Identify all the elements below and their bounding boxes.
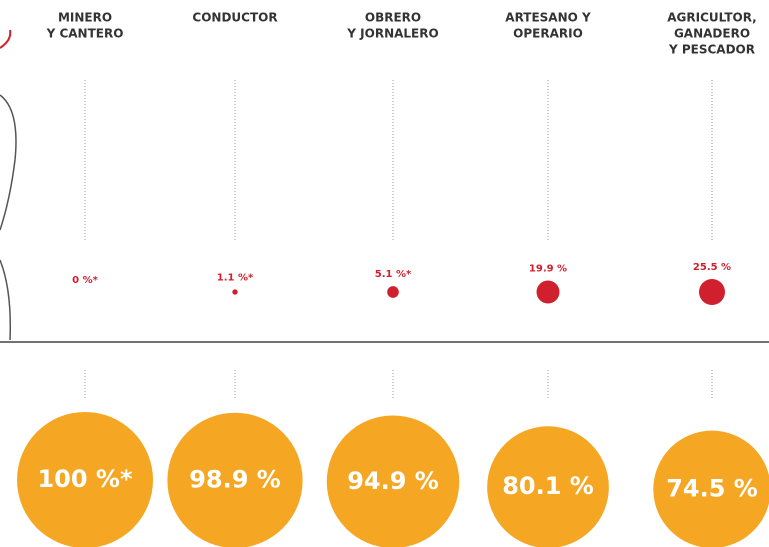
category-label: OBRERO bbox=[365, 11, 421, 25]
value-label: 100 %* bbox=[37, 465, 133, 493]
category-label: GANADERO bbox=[674, 27, 750, 41]
value-label: 25.5 % bbox=[693, 262, 731, 273]
figure-accent bbox=[0, 29, 12, 49]
bubble-large bbox=[487, 426, 609, 547]
figure-outline bbox=[0, 94, 17, 341]
bubble-small bbox=[232, 289, 238, 295]
value-label: 0 %* bbox=[72, 275, 98, 286]
category-label: Y PESCADOR bbox=[668, 43, 755, 57]
bubble-large bbox=[17, 412, 153, 547]
category-label: AGRICULTOR, bbox=[667, 11, 756, 25]
bubble-small bbox=[387, 286, 399, 298]
category-label: Y JORNALERO bbox=[346, 27, 438, 41]
value-label: 74.5 % bbox=[666, 474, 758, 502]
bubble-small bbox=[699, 279, 725, 305]
value-label: 19.9 % bbox=[529, 264, 567, 275]
value-label: 5.1 %* bbox=[375, 269, 412, 280]
category-label: OPERARIO bbox=[513, 27, 583, 41]
bubble-small bbox=[536, 280, 560, 304]
value-label: 80.1 % bbox=[502, 472, 594, 500]
value-label: 94.9 % bbox=[347, 467, 439, 495]
category-label: CONDUCTOR bbox=[192, 11, 277, 25]
bubble-large bbox=[653, 430, 769, 547]
bubble-large bbox=[326, 415, 460, 547]
value-label: 98.9 % bbox=[189, 465, 281, 493]
bubble-large bbox=[167, 412, 303, 547]
category-label: ARTESANO Y bbox=[505, 11, 591, 25]
category-label: Y CANTERO bbox=[46, 27, 124, 41]
category-label: MINERO bbox=[58, 11, 112, 25]
value-label: 1.1 %* bbox=[217, 272, 254, 283]
